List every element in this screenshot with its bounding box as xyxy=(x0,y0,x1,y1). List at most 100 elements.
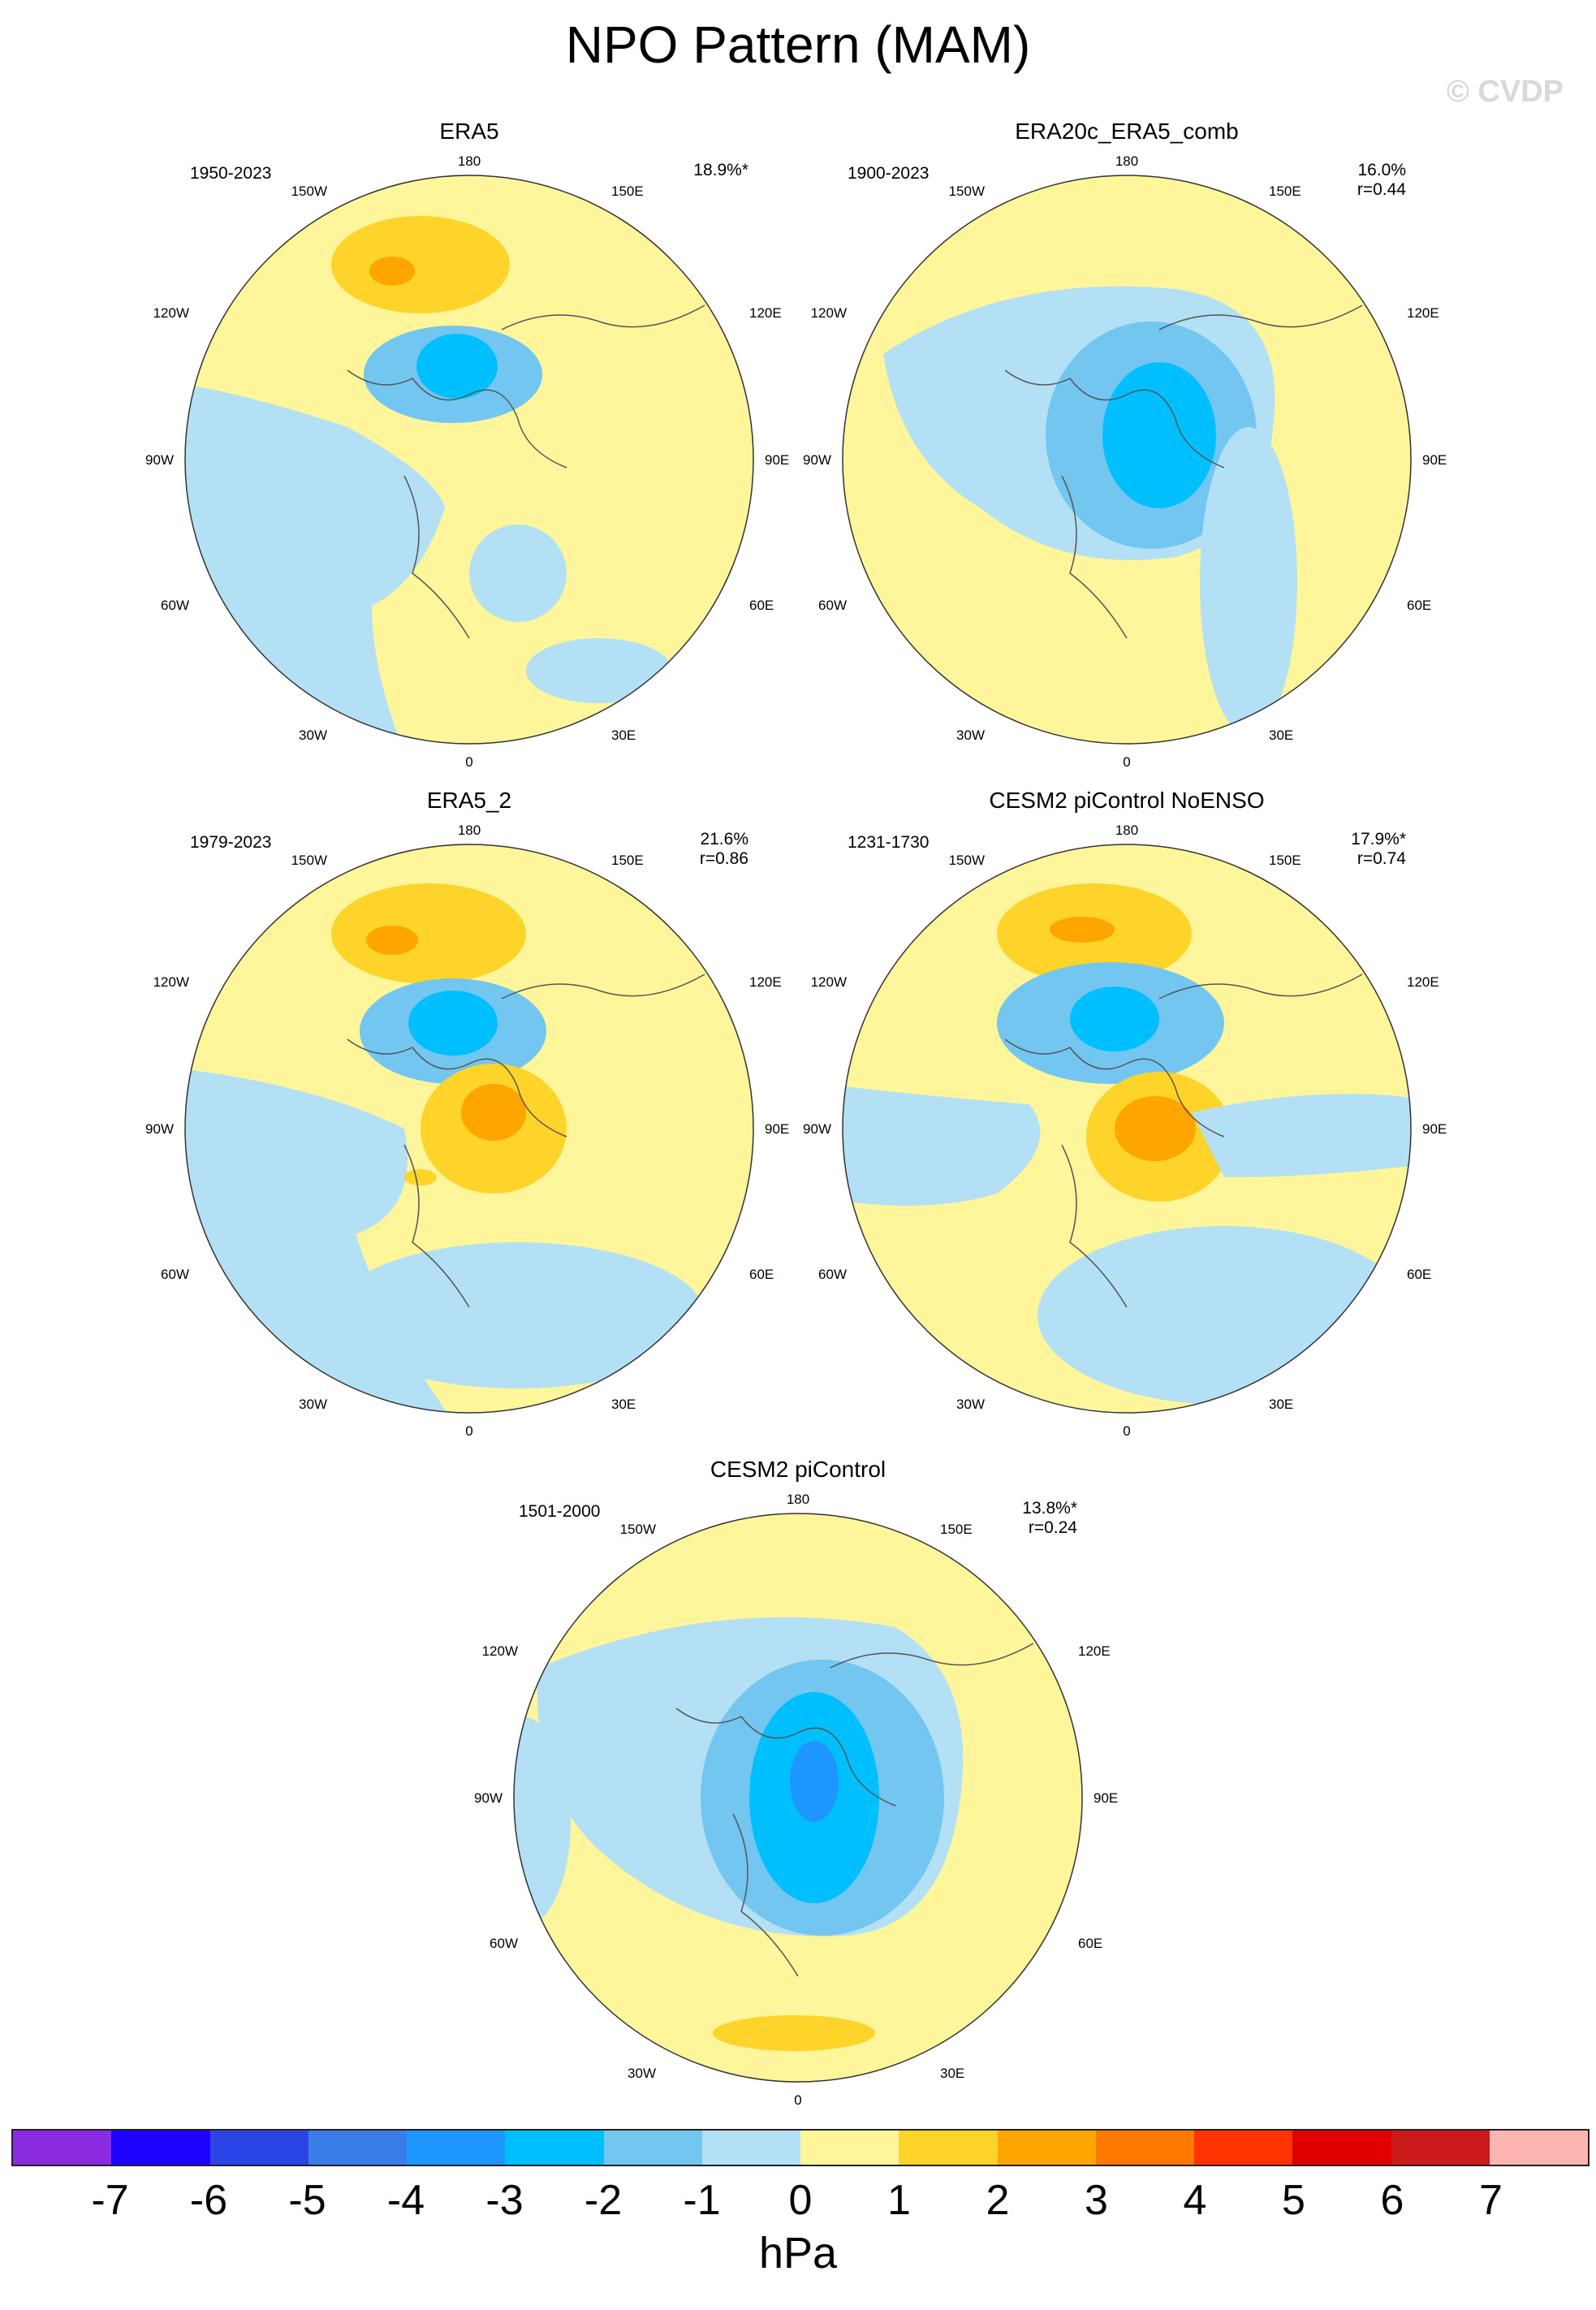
longitude-label: 180 xyxy=(458,823,481,838)
longitude-label: 60W xyxy=(490,1936,518,1951)
colorbar-swatch xyxy=(1095,2131,1194,2165)
longitude-label: 150E xyxy=(1269,853,1301,868)
longitude-label: 180 xyxy=(787,1492,809,1507)
longitude-label: 90E xyxy=(765,1121,789,1137)
map-border xyxy=(184,175,754,745)
colorbar-swatch xyxy=(209,2131,308,2165)
anomaly-contour xyxy=(1115,1096,1196,1161)
longitude-label: 120E xyxy=(749,305,782,321)
anomaly-contour xyxy=(469,525,567,622)
longitude-label: 150W xyxy=(291,184,327,199)
longitude-label: 120W xyxy=(482,1643,518,1659)
longitude-label: 120W xyxy=(811,974,847,990)
coastline xyxy=(1004,974,1363,1308)
colorbar-tick-label: -6 xyxy=(189,2177,228,2224)
longitude-label: 0 xyxy=(794,2092,801,2106)
longitude-label: 30W xyxy=(956,1397,985,1412)
anomaly-contour xyxy=(369,257,415,286)
colorbar-swatch xyxy=(1194,2131,1293,2165)
longitude-label: 180 xyxy=(1115,823,1138,838)
colorbar-tick-label: -3 xyxy=(485,2177,524,2224)
longitude-label: 60W xyxy=(161,598,189,613)
anomaly-contour xyxy=(461,1084,526,1141)
longitude-label: 30W xyxy=(299,1397,327,1412)
map-panel-cesm2-noenso: CESM2 piControl NoENSO 1231-1730 17.9%* r=0… xyxy=(778,788,1476,1437)
colorbar-tick-label: 2 xyxy=(986,2177,1010,2224)
map-panel-era5-2: ERA5_2 1979-2023 21.6% r=0.86 180 0 90W 90E 150W… xyxy=(120,788,818,1437)
longitude-label: 60W xyxy=(818,598,847,613)
panel-period: 1900-2023 xyxy=(848,164,930,183)
longitude-label: 90W xyxy=(145,1121,174,1137)
longitude-label: 90W xyxy=(474,1790,503,1806)
panel-period: 1231-1730 xyxy=(848,833,930,852)
longitude-label: 120E xyxy=(1407,305,1439,321)
anomaly-contour xyxy=(790,1741,839,1822)
panel-period: 1950-2023 xyxy=(190,164,272,183)
colorbar-swatch xyxy=(111,2131,210,2165)
colorbar-tick-labels: -7 -6 -5 -4 -3 -2 -1 0 1 2 3 4 5 6 7 xyxy=(11,2176,1590,2225)
panel-variance: 17.9%* r=0.74 xyxy=(1351,830,1406,868)
colorbar-tick-label: -2 xyxy=(584,2177,623,2224)
longitude-label: 150E xyxy=(940,1522,973,1537)
anomaly-contour xyxy=(331,883,526,984)
longitude-label: 90W xyxy=(803,452,831,468)
longitude-label: 90E xyxy=(1422,452,1447,468)
anomaly-contour xyxy=(1070,987,1159,1051)
colorbar-tick-label: 5 xyxy=(1282,2177,1305,2224)
longitude-label: 60E xyxy=(1407,598,1431,613)
anomaly-contour xyxy=(1192,1094,1411,1177)
longitude-label: 150W xyxy=(949,184,985,199)
longitude-label: 90W xyxy=(145,452,174,468)
anomaly-contour xyxy=(514,1716,571,1928)
longitude-label: 90E xyxy=(1422,1121,1447,1137)
longitude-label: 150E xyxy=(611,853,644,868)
colorbar-swatch xyxy=(308,2131,407,2165)
anomaly-contour xyxy=(843,1080,1041,1206)
longitude-label: 0 xyxy=(465,1423,472,1437)
colorbar-swatch xyxy=(13,2131,112,2165)
polar-map: 180 0 90W 90E 150W 120W 150E 120E 60W 30W 60E 30E xyxy=(803,823,1447,1437)
colorbar-tick-label: 6 xyxy=(1380,2177,1404,2224)
colorbar-swatch xyxy=(997,2131,1096,2165)
longitude-label: 30E xyxy=(940,2066,964,2081)
anomaly-contour xyxy=(366,926,418,955)
colorbar xyxy=(11,2129,1590,2166)
map-panel-era20c: ERA20c_ERA5_comb 1900-2023 16.0% r=0.44 180 0… xyxy=(778,119,1476,768)
longitude-label: 120E xyxy=(1078,1643,1111,1659)
polar-map: 180 0 90W 90E 150W 120W 150E 120E 60W 30W 60E 30E xyxy=(803,153,1447,768)
colorbar-tick-label: -7 xyxy=(91,2177,129,2224)
longitude-label: 150E xyxy=(1269,184,1301,199)
panel-title: CESM2 piControl xyxy=(710,1457,886,1482)
longitude-label: 30W xyxy=(956,728,985,743)
longitude-label: 90W xyxy=(803,1121,831,1137)
anomaly-contour xyxy=(331,1242,705,1388)
longitude-label: 120E xyxy=(749,974,782,990)
longitude-label: 30E xyxy=(1269,1397,1293,1412)
coastline xyxy=(675,1643,1034,1977)
longitude-label: 180 xyxy=(1115,153,1138,169)
longitude-label: 150W xyxy=(291,853,327,868)
watermark: © CVDP xyxy=(1446,75,1564,109)
longitude-label: 60E xyxy=(749,1267,774,1282)
longitude-label: 30W xyxy=(628,2066,656,2081)
colorbar-swatch xyxy=(603,2131,702,2165)
panel-period: 1979-2023 xyxy=(190,833,272,852)
colorbar-tick-label: 3 xyxy=(1085,2177,1108,2224)
longitude-label: 120W xyxy=(811,305,847,321)
longitude-label: 120E xyxy=(1407,974,1439,990)
longitude-label: 30E xyxy=(611,728,636,743)
coastline xyxy=(347,304,705,639)
colorbar-tick-label: 7 xyxy=(1479,2177,1503,2224)
anomaly-contour xyxy=(404,1169,437,1185)
anomaly-contour xyxy=(331,216,510,313)
longitude-label: 30E xyxy=(611,1397,636,1412)
polar-map: 180 0 90W 90E 150W 120W 150E 120E 60W 30W 60E 30E xyxy=(145,153,789,768)
coastline xyxy=(347,974,705,1308)
colorbar-units: hPa xyxy=(758,2229,838,2278)
coastline xyxy=(1004,304,1363,639)
anomaly-contour xyxy=(408,991,498,1056)
map-panel-cesm2: CESM2 piControl 1501-2000 13.8%* r=0.24 180 0… xyxy=(449,1457,1147,2106)
colorbar-swatch xyxy=(899,2131,998,2165)
longitude-label: 60W xyxy=(818,1267,847,1282)
colorbar-swatch xyxy=(701,2131,800,2165)
